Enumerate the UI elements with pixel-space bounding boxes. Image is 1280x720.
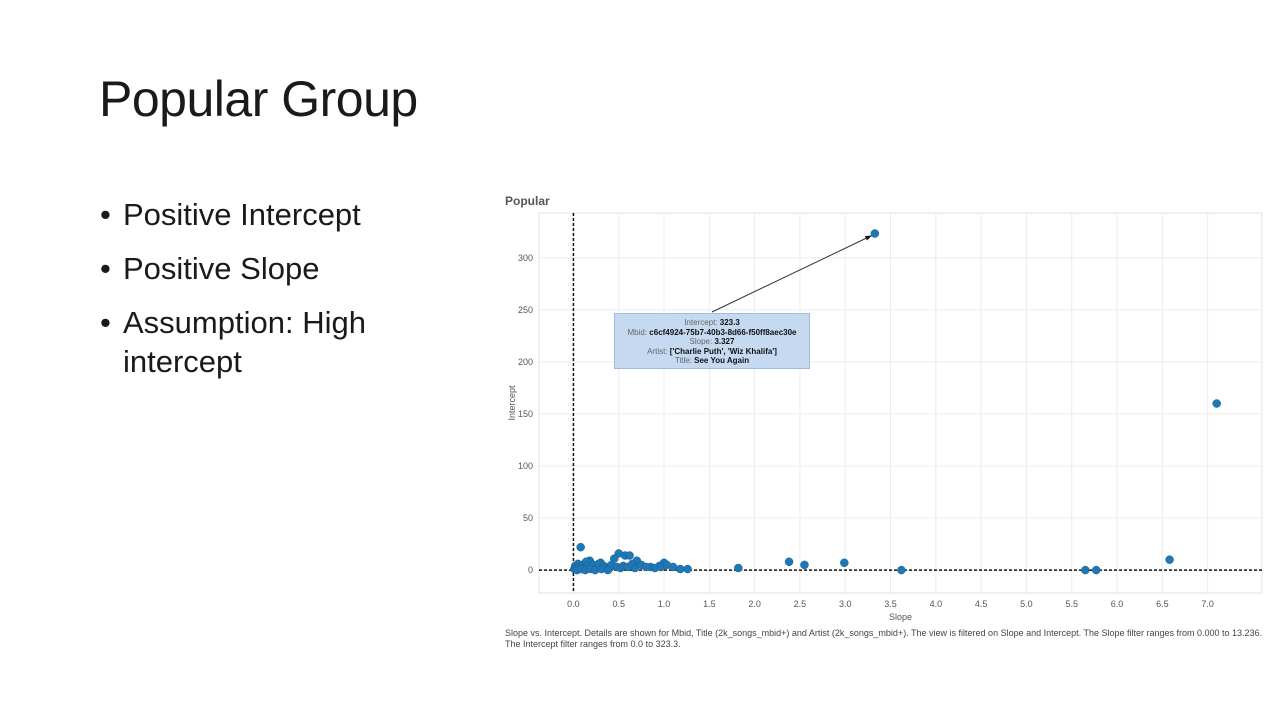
chart-caption: Slope vs. Intercept. Details are shown f… — [505, 628, 1263, 649]
x-tick-label: 4.0 — [930, 599, 943, 609]
x-tick-label: 1.0 — [658, 599, 671, 609]
bullet-item: • Positive Intercept — [100, 195, 420, 234]
data-point — [576, 542, 585, 552]
tooltip-artist-label: Artist: — [647, 346, 668, 356]
x-tick-label: 1.5 — [703, 599, 716, 609]
x-tick-label: 2.0 — [748, 599, 761, 609]
data-point — [1081, 565, 1090, 575]
x-tick-label: 0.0 — [567, 599, 580, 609]
bullet-list: • Positive Intercept • Positive Slope • … — [100, 195, 420, 396]
tooltip-pointer-line — [711, 235, 873, 313]
plot-area — [538, 212, 1263, 594]
tooltip-slope-label: Slope: — [689, 337, 713, 346]
tooltip-slope-value: 3.327 — [714, 337, 735, 346]
data-point — [897, 565, 906, 575]
data-point — [1165, 555, 1174, 564]
scatter-chart: 0.0 0.5 1.0 1.5 2.0 2.5 3.0 3.5 4.0 4.5 5.0 5.5 6.0 6… — [507, 212, 1263, 622]
y-tick-label: 200 — [518, 357, 533, 367]
data-point — [662, 560, 671, 570]
data-point — [603, 565, 613, 575]
data-point — [641, 562, 651, 572]
x-tick-label: 7.0 — [1201, 599, 1214, 609]
tooltip-intercept-label: Intercept: — [684, 318, 718, 327]
x-tick-label: 2.5 — [794, 599, 807, 609]
x-tick-label: 5.5 — [1065, 599, 1078, 609]
bullet-text: Assumption: High intercept — [123, 305, 366, 379]
data-point — [683, 564, 692, 574]
bullet-dot-icon: • — [100, 305, 111, 340]
bullet-dot-icon: • — [100, 197, 111, 232]
y-tick-label: 250 — [518, 305, 533, 315]
data-point — [1091, 565, 1101, 575]
data-point — [734, 563, 743, 573]
bullet-item: • Positive Slope — [100, 249, 420, 288]
x-axis-label: Slope — [889, 612, 912, 622]
data-point — [1212, 399, 1221, 408]
tooltip-mbid-value: c6cf4924-75b7-40b3-8d66-f50ff8aec30e — [649, 327, 797, 337]
chart-title: Popular — [505, 194, 550, 208]
y-tick-label: 300 — [518, 253, 533, 263]
tooltip-mbid-label: Mbid: — [627, 327, 648, 337]
slide-title: Popular Group — [99, 71, 418, 127]
bullet-item: • Assumption: High intercept — [100, 303, 420, 381]
tooltip-intercept-value: 323.3 — [719, 318, 740, 327]
y-tick-label: 50 — [523, 513, 533, 523]
chart-container: 0.0 0.5 1.0 1.5 2.0 2.5 3.0 3.5 4.0 4.5 5.0 5.5 6.0 6… — [498, 188, 1268, 658]
x-tick-label: 6.5 — [1156, 599, 1169, 609]
x-tick-label: 5.0 — [1020, 599, 1033, 609]
data-point — [800, 560, 809, 570]
bullet-text: Positive Slope — [123, 251, 320, 286]
x-tick-label: 6.0 — [1111, 599, 1124, 609]
bullet-dot-icon: • — [100, 251, 111, 286]
data-point — [676, 564, 685, 574]
x-tick-label: 0.5 — [612, 599, 625, 609]
x-tick-label: 4.5 — [975, 599, 988, 609]
y-axis-label: Intercept — [507, 385, 517, 421]
tooltip-title-value: See You Again — [694, 356, 750, 365]
x-tick-label: 3.0 — [839, 599, 852, 609]
data-point — [784, 557, 794, 567]
y-tick-label: 0 — [528, 565, 533, 575]
y-tick-label: 150 — [518, 409, 533, 419]
data-point — [840, 558, 849, 568]
point-tooltip: Intercept: 323.3 Mbid: c6cf4924-75b7-40b… — [614, 313, 810, 369]
data-point — [870, 229, 880, 238]
tooltip-arrowhead — [864, 235, 872, 241]
data-point — [625, 551, 634, 560]
x-tick-label: 3.5 — [884, 599, 897, 609]
tooltip-title-label: Title: — [674, 356, 692, 365]
bullet-text: Positive Intercept — [123, 197, 361, 232]
y-tick-label: 100 — [518, 461, 533, 471]
tooltip-artist-value: ['Charlie Puth', 'Wiz Khalifa'] — [669, 346, 777, 356]
